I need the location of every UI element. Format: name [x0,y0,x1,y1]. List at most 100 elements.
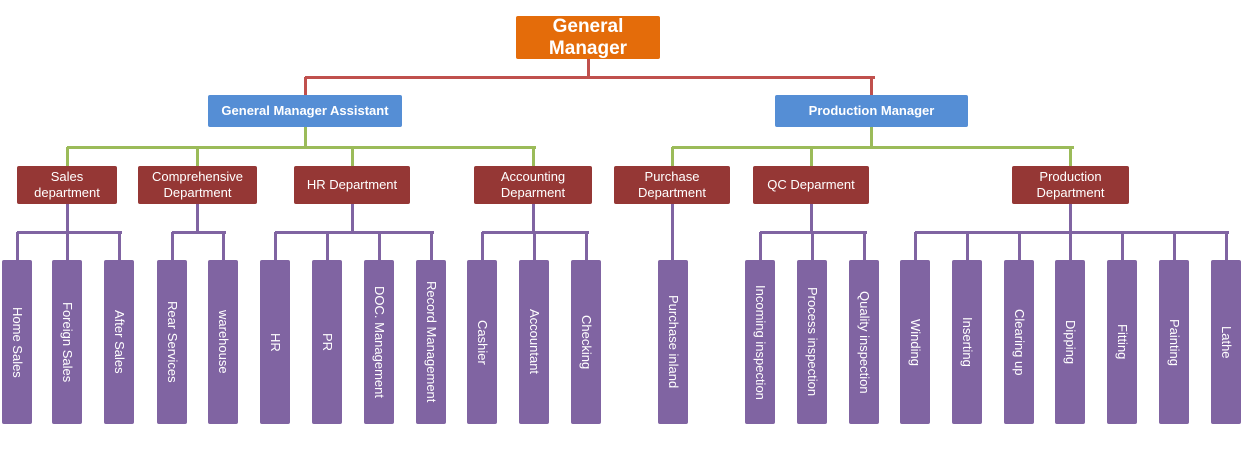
general-manager-assistant-box: General Manager Assistant [208,95,402,127]
production-manager-box: Production Manager [775,95,968,127]
after-sales-box: After Sales [104,260,134,424]
connector-line [429,232,433,260]
rear-services-box: Rear Services [157,260,187,424]
connector-line [532,232,536,260]
pr-box-label: PR [319,332,335,352]
connector-line [65,204,69,232]
inserting-box: Inserting [952,260,982,424]
connector-line [172,230,226,234]
home-sales-box-label: Home Sales [9,306,25,378]
hr-department-box: HR Department [294,166,410,204]
general-manager-assistant-box-label: General Manager Assistant [221,103,389,119]
connector-line [758,232,762,260]
connector-line [809,147,813,166]
general-manager-box-label: General Manager [548,15,628,59]
connector-line [303,77,307,95]
connector-line [117,232,121,260]
clearing-up-box-label: Clearing up [1011,308,1027,376]
hr-department-box-label: HR Department [306,177,398,193]
connector-line [303,127,307,147]
dipping-box: Dipping [1055,260,1085,424]
connector-line [17,230,122,234]
connector-line [377,232,381,260]
connector-line [275,230,434,234]
connector-line [67,145,536,149]
connector-line [965,232,969,260]
inserting-box-label: Inserting [959,317,975,367]
incoming-inspection-box: Incoming inspection [745,260,775,424]
connector-line [809,204,813,232]
connector-line [273,232,277,260]
record-management-box-label: Record Management [423,281,439,403]
checking-box-label: Checking [578,314,594,370]
connector-line [870,77,873,95]
winding-box-label: Winding [907,318,923,366]
warehouse-box: warehouse [208,260,238,424]
painting-box-label: Painting [1166,318,1182,366]
connector-line [196,147,199,166]
connector-line [305,75,875,79]
qc-deparment-box: QC Deparment [753,166,869,204]
connector-line [870,127,873,147]
general-manager-box: General Manager [516,16,660,59]
checking-box: Checking [571,260,601,424]
connector-line [325,232,329,260]
connector-line [862,232,866,260]
connector-line [1224,232,1228,260]
connector-line [65,147,69,166]
winding-box: Winding [900,260,930,424]
production-department-box-label: Production Department [1036,169,1105,200]
connector-line [672,145,1074,149]
clearing-up-box: Clearing up [1004,260,1034,424]
connector-line [350,147,354,166]
connector-line [482,230,589,234]
accountant-box: Accountant [519,260,549,424]
purchase-department-box-label: Purchase Department [638,169,706,200]
accountant-box-label: Accountant [526,309,542,375]
accounting-deparment-box-label: Accounting Deparment [500,169,566,200]
record-management-box: Record Management [416,260,446,424]
process-inspection-box-label: Process inspection [804,287,820,397]
fitting-box: Fitting [1107,260,1137,424]
hr-box: HR [260,260,290,424]
connector-line [196,204,199,232]
connector-line [531,147,535,166]
connector-line [170,232,174,260]
connector-line [670,204,674,260]
connector-line [810,232,814,260]
hr-box-label: HR [267,332,283,352]
cashier-box-label: Cashier [474,319,490,365]
rear-services-box-label: Rear Services [164,301,180,383]
lathe-box-label: Lathe [1218,325,1234,359]
connector-line [15,232,19,260]
production-manager-box-label: Production Manager [808,103,935,119]
connector-line [1172,232,1176,260]
qc-deparment-box-label: QC Deparment [767,177,855,193]
connector-line [65,232,69,260]
connector-line [760,230,867,234]
lathe-box: Lathe [1211,260,1241,424]
process-inspection-box: Process inspection [797,260,827,424]
after-sales-box-label: After Sales [111,310,127,374]
foreign-sales-box: Foreign Sales [52,260,82,424]
doc-management-box: DOC. Management [364,260,394,424]
connector-line [1017,232,1021,260]
connector-line [915,230,1229,234]
foreign-sales-box-label: Foreign Sales [59,301,75,383]
cashier-box: Cashier [467,260,497,424]
quality-inspection-box-label: Quality inspection [856,290,872,394]
sales-department-box: Sales department [17,166,117,204]
quality-inspection-box: Quality inspection [849,260,879,424]
connector-line [584,232,588,260]
connector-line [586,59,590,77]
purchase-department-box: Purchase Department [614,166,730,204]
warehouse-box-label: warehouse [215,310,231,374]
dipping-box-label: Dipping [1062,319,1078,365]
purchase-inland-box: Purchase inland [658,260,688,424]
doc-management-box-label: DOC. Management [371,286,387,398]
painting-box: Painting [1159,260,1189,424]
connector-line [221,232,225,260]
accounting-deparment-box: Accounting Deparment [474,166,592,204]
connector-line [1069,147,1072,166]
